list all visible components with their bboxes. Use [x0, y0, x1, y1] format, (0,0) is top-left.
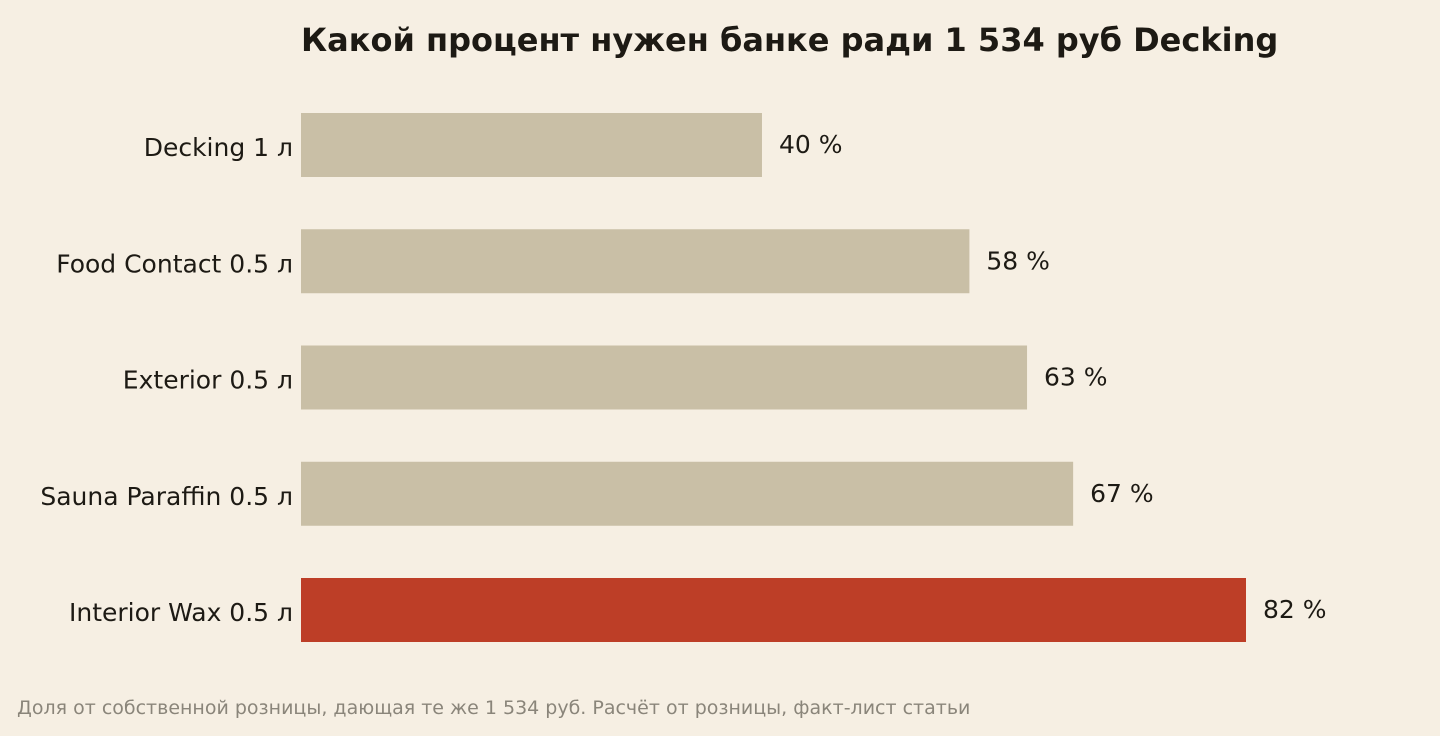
- bar: [301, 229, 970, 294]
- bar: [301, 113, 762, 177]
- footnote: Доля от собственной розницы, дающая те ж…: [17, 697, 970, 719]
- bar: [301, 345, 1028, 410]
- value-label: 40 %: [779, 130, 843, 159]
- value-label: 58 %: [986, 246, 1050, 275]
- value-label: 67 %: [1090, 479, 1154, 508]
- value-label: 82 %: [1263, 595, 1327, 624]
- value-label: 63 %: [1044, 363, 1108, 392]
- chart-title: Какой процент нужен банке ради 1 534 руб…: [301, 21, 1278, 59]
- bar: [301, 461, 1074, 526]
- category-label: Decking 1 л: [144, 133, 293, 162]
- bar: [301, 578, 1246, 642]
- category-label: Interior Wax 0.5 л: [69, 598, 293, 627]
- category-label: Exterior 0.5 л: [123, 366, 293, 395]
- category-label: Sauna Paraffin 0.5 л: [40, 482, 293, 511]
- category-label: Food Contact 0.5 л: [56, 249, 293, 278]
- bars: Decking 1 л 40 % Food Contact 0.5 л 58 % Ext…: [40, 113, 1327, 642]
